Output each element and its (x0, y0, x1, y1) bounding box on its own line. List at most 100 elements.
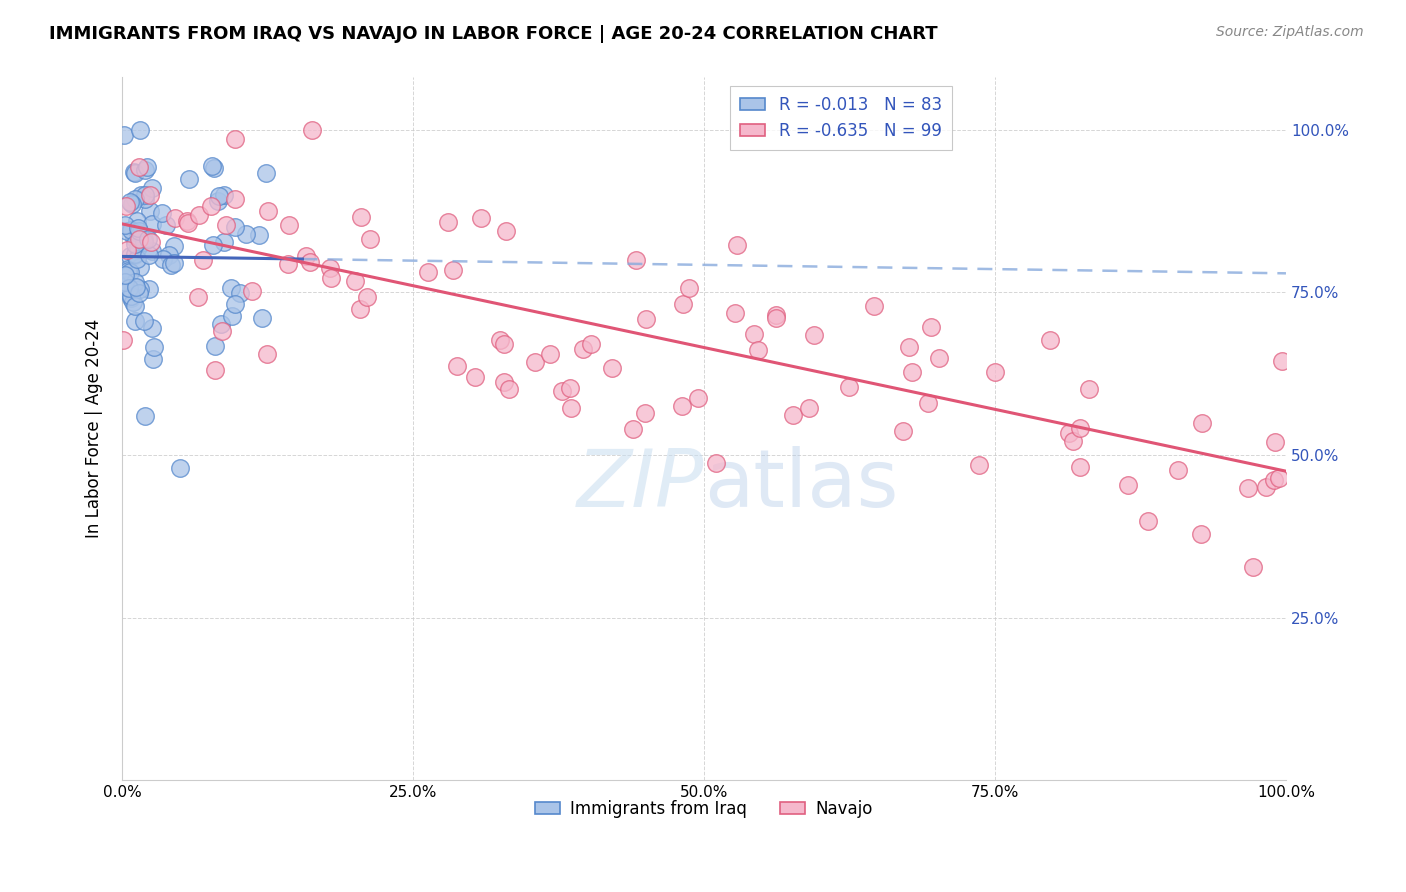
Point (672, 297, 695, 311)
Point (891, 424, 914, 438)
Point (838, 380, 860, 394)
Point (127, 213, 149, 227)
Point (139, 235, 162, 249)
Point (1241, 560, 1264, 574)
Point (118, 249, 141, 263)
Point (920, 319, 942, 334)
Point (1167, 463, 1189, 477)
Point (247, 227, 270, 242)
Point (112, 333, 135, 347)
Point (551, 384, 574, 398)
Point (134, 409, 156, 423)
Point (141, 181, 163, 195)
Point (121, 284, 143, 298)
Point (1271, 354, 1294, 368)
Point (121, 197, 143, 211)
Point (1189, 527, 1212, 541)
Point (163, 256, 186, 270)
Point (124, 279, 146, 293)
Point (464, 369, 486, 384)
Point (494, 337, 516, 351)
Point (121, 294, 143, 309)
Point (1078, 382, 1101, 396)
Point (124, 248, 146, 262)
Point (898, 340, 921, 354)
Point (187, 290, 209, 304)
Point (128, 224, 150, 238)
Point (256, 204, 278, 219)
Point (142, 340, 165, 354)
Point (207, 194, 229, 209)
Text: IMMIGRANTS FROM IRAQ VS NAVAJO IN LABOR FORCE | AGE 20-24 CORRELATION CHART: IMMIGRANTS FROM IRAQ VS NAVAJO IN LABOR … (49, 25, 938, 43)
Point (124, 275, 146, 289)
Point (214, 235, 236, 249)
Point (127, 226, 149, 240)
Point (209, 317, 232, 331)
Point (797, 401, 820, 416)
Point (157, 248, 180, 262)
Point (159, 258, 181, 272)
Point (141, 217, 163, 231)
Point (446, 359, 468, 374)
Point (221, 309, 243, 323)
Point (704, 456, 727, 470)
Point (686, 391, 709, 405)
Point (744, 326, 766, 341)
Point (128, 260, 150, 275)
Point (120, 265, 142, 279)
Point (917, 395, 939, 409)
Point (155, 219, 177, 233)
Point (201, 238, 224, 252)
Y-axis label: In Labor Force | Age 20-24: In Labor Force | Age 20-24 (86, 319, 103, 539)
Point (127, 252, 149, 267)
Point (163, 211, 186, 225)
Point (134, 192, 156, 206)
Point (201, 159, 224, 173)
Point (489, 333, 512, 347)
Point (803, 328, 825, 343)
Point (120, 291, 142, 305)
Point (572, 342, 595, 356)
Point (152, 252, 174, 266)
Point (211, 324, 233, 338)
Point (725, 237, 748, 252)
Point (416, 265, 439, 279)
Point (122, 230, 145, 244)
Point (120, 222, 142, 236)
Point (115, 199, 138, 213)
Point (114, 218, 136, 232)
Point (928, 351, 950, 365)
Point (235, 227, 257, 241)
Point (177, 216, 200, 230)
Point (163, 239, 186, 253)
Point (678, 281, 700, 295)
Point (765, 311, 787, 326)
Point (114, 276, 136, 290)
Point (141, 321, 163, 335)
Point (299, 255, 322, 269)
Point (115, 224, 138, 238)
Point (139, 188, 162, 202)
Point (1137, 514, 1160, 528)
Point (115, 277, 138, 292)
Point (127, 240, 149, 254)
Point (359, 232, 381, 246)
Point (782, 408, 804, 422)
Point (122, 165, 145, 179)
Point (150, 206, 173, 220)
Point (193, 252, 215, 267)
Point (319, 261, 342, 276)
Point (124, 236, 146, 251)
Point (256, 347, 278, 361)
Point (492, 376, 515, 390)
Point (600, 360, 623, 375)
Point (128, 232, 150, 246)
Point (224, 132, 246, 146)
Point (124, 299, 146, 313)
Point (967, 458, 990, 472)
Point (344, 273, 367, 287)
Point (538, 347, 561, 361)
Point (169, 461, 191, 475)
Point (558, 381, 581, 395)
Point (124, 192, 146, 206)
